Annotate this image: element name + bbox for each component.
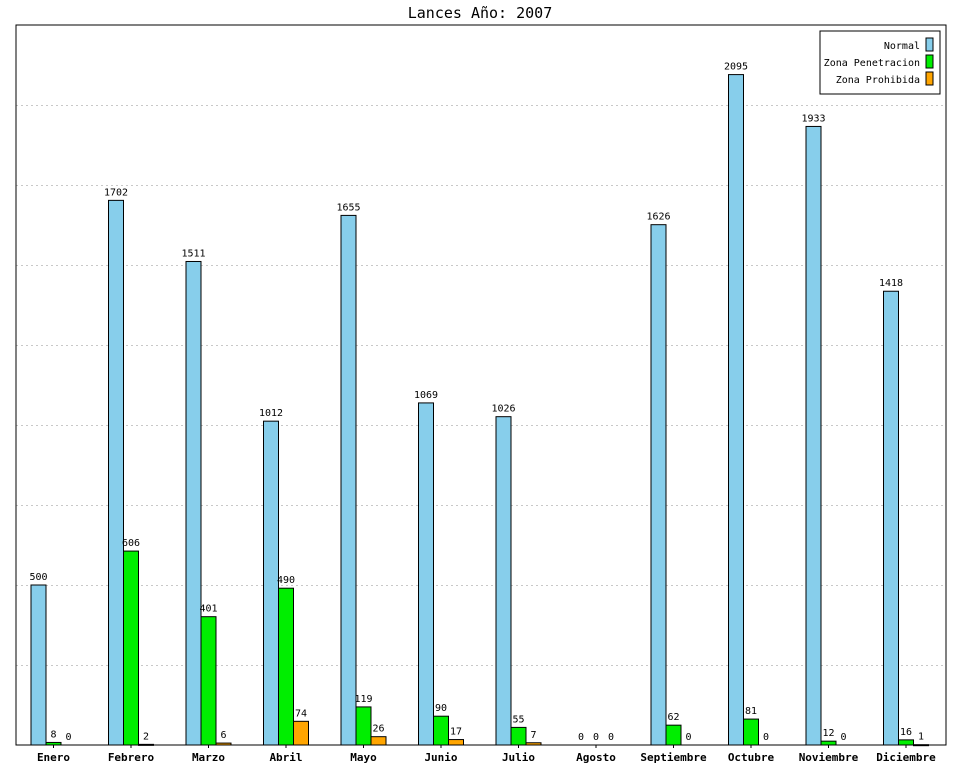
category-label-mayo: Mayo <box>350 751 377 764</box>
value-label-zona-penetracion-agosto: 0 <box>593 732 599 743</box>
bar-normal-enero <box>30 584 47 746</box>
bar-normal-noviembre <box>805 125 822 746</box>
legend-swatch-normal <box>925 37 934 52</box>
category-label-julio: Julio <box>502 751 535 764</box>
value-label-normal-marzo: 1511 <box>181 248 205 259</box>
bar-zona-penetracion-marzo <box>200 616 217 746</box>
bar-zona-prohibida-mayo <box>370 736 387 746</box>
value-label-zona-penetracion-junio: 90 <box>435 703 447 714</box>
value-label-zona-penetracion-septiembre: 62 <box>667 712 679 723</box>
value-label-zona-penetracion-diciembre: 16 <box>900 727 912 738</box>
value-label-zona-prohibida-diciembre: 1 <box>918 732 924 743</box>
bar-zona-prohibida-febrero <box>138 743 154 746</box>
value-label-normal-julio: 1026 <box>491 404 515 415</box>
bar-zona-penetracion-abril <box>278 587 294 746</box>
bar-normal-marzo <box>185 260 202 746</box>
value-label-zona-penetracion-julio: 55 <box>512 714 524 725</box>
category-label-septiembre: Septiembre <box>640 751 707 764</box>
value-label-zona-prohibida-abril: 74 <box>295 708 307 719</box>
value-label-normal-noviembre: 1933 <box>801 113 825 124</box>
category-label-noviembre: Noviembre <box>799 751 859 764</box>
bar-zona-penetracion-septiembre <box>665 724 682 746</box>
value-label-normal-octubre: 2095 <box>724 62 748 73</box>
legend-box <box>819 30 941 95</box>
bar-zona-prohibida-marzo <box>215 742 232 746</box>
category-label-marzo: Marzo <box>192 751 225 764</box>
category-labels: Enero Febrero Marzo Abril Mayo Junio Julio Agos… <box>37 745 936 764</box>
value-label-zona-penetracion-marzo: 401 <box>199 604 217 615</box>
value-label-zona-penetracion-mayo: 119 <box>354 694 372 705</box>
value-label-zona-prohibida-julio: 7 <box>530 730 536 741</box>
bar-zona-penetracion-diciembre <box>898 739 914 746</box>
bar-zona-prohibida-abril <box>293 720 309 746</box>
value-label-normal-abril: 1012 <box>259 408 283 419</box>
category-label-enero: Enero <box>37 751 70 764</box>
bar-zona-penetracion-mayo <box>355 706 372 746</box>
legend-label-zona-prohibida: Zona Prohibida <box>836 75 920 86</box>
plot-frame <box>15 24 947 746</box>
value-label-zona-penetracion-enero: 8 <box>50 729 56 740</box>
value-label-normal-junio: 1069 <box>414 390 438 401</box>
bar-zona-penetracion-febrero <box>123 550 139 746</box>
bar-zona-prohibida-diciembre <box>913 744 929 747</box>
value-label-zona-penetracion-febrero: 606 <box>122 538 140 549</box>
bar-zona-penetracion-octubre <box>743 718 759 746</box>
value-label-zona-prohibida-noviembre: 0 <box>840 732 846 743</box>
category-label-agosto: Agosto <box>576 751 616 764</box>
bar-normal-diciembre <box>883 290 899 746</box>
category-label-octubre: Octubre <box>728 751 775 764</box>
value-label-normal-agosto: 0 <box>578 732 584 743</box>
value-label-normal-septiembre: 1626 <box>646 212 670 223</box>
value-label-zona-penetracion-abril: 490 <box>277 575 295 586</box>
legend-label-normal: Normal <box>884 41 920 52</box>
bar-zona-penetracion-julio <box>510 726 527 746</box>
value-label-zona-prohibida-agosto: 0 <box>608 732 614 743</box>
chart-title: Lances Año: 2007 <box>408 4 553 22</box>
category-label-diciembre: Diciembre <box>876 751 936 764</box>
y-gridlines <box>16 105 946 666</box>
bar-normal-mayo <box>340 214 357 746</box>
value-label-normal-febrero: 1702 <box>104 187 128 198</box>
value-label-zona-prohibida-marzo: 6 <box>220 730 226 741</box>
value-label-normal-enero: 500 <box>29 572 47 583</box>
bar-zona-prohibida-junio <box>448 739 464 746</box>
bar-normal-julio <box>495 416 512 746</box>
legend: Normal Zona Penetracion Zona Prohibida <box>819 30 941 95</box>
value-label-zona-prohibida-octubre: 0 <box>763 732 769 743</box>
bar-normal-octubre <box>728 74 744 746</box>
bar-normal-septiembre <box>650 224 667 746</box>
bar-zona-penetracion-noviembre <box>820 740 837 746</box>
category-label-junio: Junio <box>424 751 457 764</box>
category-label-abril: Abril <box>269 751 302 764</box>
value-label-zona-prohibida-enero: 0 <box>65 732 71 743</box>
bar-normal-junio <box>418 402 434 746</box>
value-label-zona-penetracion-noviembre: 12 <box>822 728 834 739</box>
legend-swatch-zona-penetracion <box>925 54 934 69</box>
bar-normal-abril <box>263 420 279 746</box>
value-label-zona-prohibida-mayo: 26 <box>372 724 384 735</box>
value-label-zona-prohibida-junio: 17 <box>450 727 462 738</box>
value-label-zona-prohibida-septiembre: 0 <box>685 732 691 743</box>
value-label-normal-mayo: 1655 <box>336 202 360 213</box>
value-label-zona-penetracion-octubre: 81 <box>745 706 757 717</box>
value-label-zona-prohibida-febrero: 2 <box>143 731 149 742</box>
bar-zona-penetracion-junio <box>433 715 449 746</box>
legend-label-zona-penetracion: Zona Penetracion <box>824 58 920 69</box>
bar-zona-prohibida-julio <box>525 742 542 746</box>
value-label-normal-diciembre: 1418 <box>879 278 903 289</box>
bar-zona-penetracion-enero <box>45 741 62 746</box>
category-label-febrero: Febrero <box>108 751 155 764</box>
bar-normal-febrero <box>108 199 124 746</box>
legend-swatch-zona-prohibida <box>925 71 934 86</box>
